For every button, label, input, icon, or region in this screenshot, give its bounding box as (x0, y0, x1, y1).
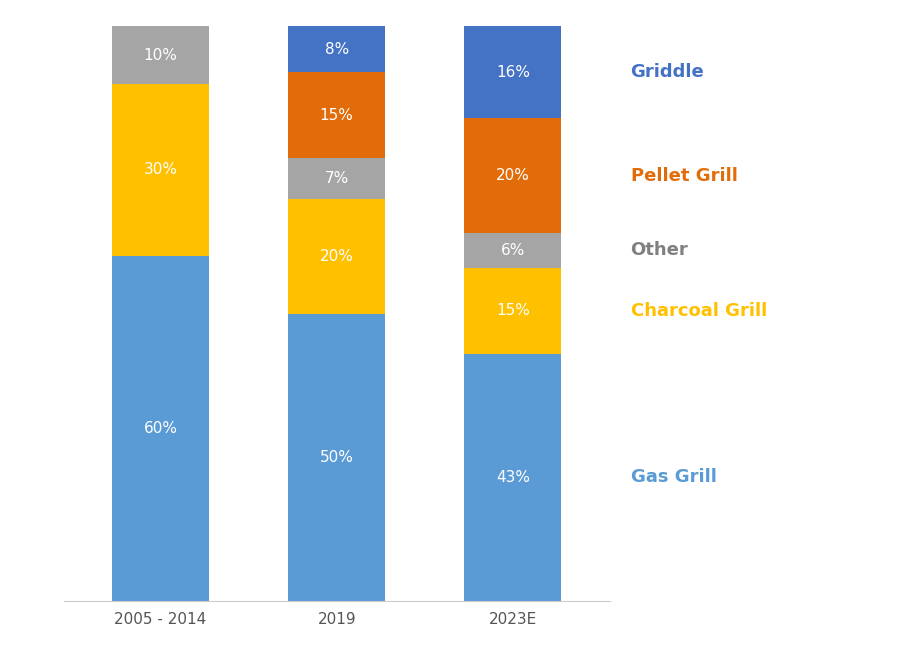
Bar (288, 26, 385, 73)
Bar (112, 84, 209, 256)
Bar (288, 199, 385, 314)
Text: 43%: 43% (496, 470, 530, 484)
Bar (464, 354, 561, 601)
Bar (288, 158, 385, 199)
Bar (112, 256, 209, 601)
Text: 30%: 30% (144, 162, 177, 178)
Bar (464, 267, 561, 354)
Bar (464, 233, 561, 267)
Text: 10%: 10% (144, 48, 177, 63)
Text: Pellet Grill: Pellet Grill (631, 167, 737, 185)
Text: 20%: 20% (496, 168, 530, 183)
Text: 16%: 16% (496, 65, 530, 80)
Text: Other: Other (631, 242, 688, 259)
Bar (112, 26, 209, 84)
Text: 8%: 8% (325, 42, 349, 57)
Text: 7%: 7% (325, 171, 349, 186)
Text: Griddle: Griddle (631, 63, 704, 81)
Text: 15%: 15% (496, 303, 530, 318)
Bar (288, 73, 385, 158)
Bar (464, 118, 561, 233)
Text: Gas Grill: Gas Grill (631, 468, 716, 486)
Text: 15%: 15% (319, 108, 354, 123)
Bar (464, 26, 561, 118)
Text: 50%: 50% (319, 449, 354, 465)
Text: Charcoal Grill: Charcoal Grill (631, 302, 767, 319)
Bar (288, 314, 385, 601)
Text: 6%: 6% (501, 243, 525, 258)
Text: 20%: 20% (319, 249, 354, 263)
Text: 60%: 60% (144, 421, 177, 436)
